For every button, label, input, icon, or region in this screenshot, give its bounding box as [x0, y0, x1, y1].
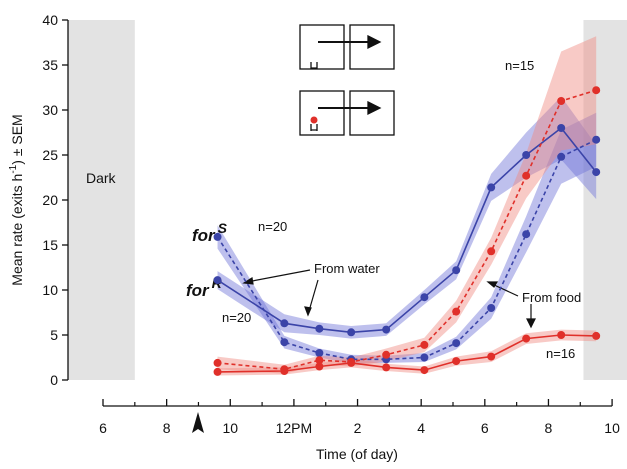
point [452, 307, 461, 316]
x-tick-label: 10 [222, 420, 238, 436]
error-band [217, 96, 597, 339]
point [487, 247, 496, 256]
label-for-s: for S [192, 220, 228, 245]
point [522, 230, 531, 239]
y-tick-label: 15 [42, 237, 58, 253]
point [592, 86, 601, 95]
x-tick-label: 8 [545, 420, 553, 436]
y-tick-label: 35 [42, 57, 58, 73]
annotation: n=16 [546, 346, 575, 361]
point [487, 352, 496, 361]
point [213, 232, 222, 241]
x-tick-label: 6 [99, 420, 107, 436]
error-band [217, 36, 597, 374]
point [557, 124, 566, 132]
icon [299, 24, 395, 136]
point [420, 353, 429, 362]
y-tick-label: 30 [42, 102, 58, 118]
point [280, 367, 289, 375]
point [315, 349, 324, 357]
point [315, 356, 324, 365]
point [315, 324, 324, 333]
error-band [217, 112, 597, 364]
point [213, 276, 222, 285]
annotation: n=20 [258, 219, 287, 234]
dark-period [583, 20, 627, 380]
point [452, 339, 461, 348]
point [592, 168, 601, 177]
annotation-arrow [242, 269, 536, 329]
point [452, 266, 461, 275]
x-tick-label: 6 [481, 420, 489, 436]
point [557, 152, 566, 161]
point [592, 331, 601, 340]
y-tick-label: 20 [42, 192, 58, 208]
point [420, 366, 429, 375]
dark-period [68, 20, 135, 380]
point [452, 357, 461, 366]
point [592, 135, 601, 144]
point [347, 358, 356, 367]
point [280, 319, 289, 328]
point [315, 362, 324, 371]
point [213, 358, 222, 367]
point [382, 350, 391, 359]
bands [68, 20, 627, 380]
label-text: for [186, 281, 210, 300]
x-tick-label: 4 [417, 420, 425, 436]
point [557, 331, 566, 339]
y-tick-label: 0 [50, 372, 58, 388]
dark-label: Dark [86, 170, 117, 186]
point [420, 293, 429, 302]
annotation: n=20 [222, 310, 251, 325]
point [280, 338, 289, 347]
point [522, 334, 531, 343]
label-sup: S [218, 220, 228, 236]
x-tick-label: 10 [604, 420, 620, 436]
annotation: n=15 [505, 58, 534, 73]
x-tick-label: 12PM [276, 420, 313, 436]
point [382, 363, 391, 372]
point [487, 183, 496, 192]
point [213, 367, 222, 376]
annotation: From water [314, 261, 380, 276]
x-tick-label: 2 [354, 420, 362, 436]
point [522, 171, 531, 180]
label-part: -1 [8, 164, 19, 173]
y-tick-label: 10 [42, 282, 58, 298]
error-band [217, 329, 597, 376]
y-tick-label: 40 [42, 12, 58, 28]
x-axis-label: Time (of day) [316, 446, 398, 462]
point [382, 325, 391, 334]
x-tick-label: 8 [163, 420, 171, 436]
label-text: for [192, 226, 216, 245]
point [347, 328, 356, 337]
label-part: ) ± SEM [9, 114, 25, 164]
point [522, 151, 531, 159]
point [487, 304, 496, 312]
point [557, 97, 566, 105]
y-axis-label: Mean rate (exits h-1) ± SEM [8, 114, 25, 285]
y-tick-label: 25 [42, 147, 58, 163]
time-marker [192, 412, 204, 433]
y-tick-label: 5 [50, 327, 58, 343]
annotation: From food [522, 290, 581, 305]
point [420, 340, 429, 349]
label-part: Mean rate (exits h [9, 174, 25, 286]
